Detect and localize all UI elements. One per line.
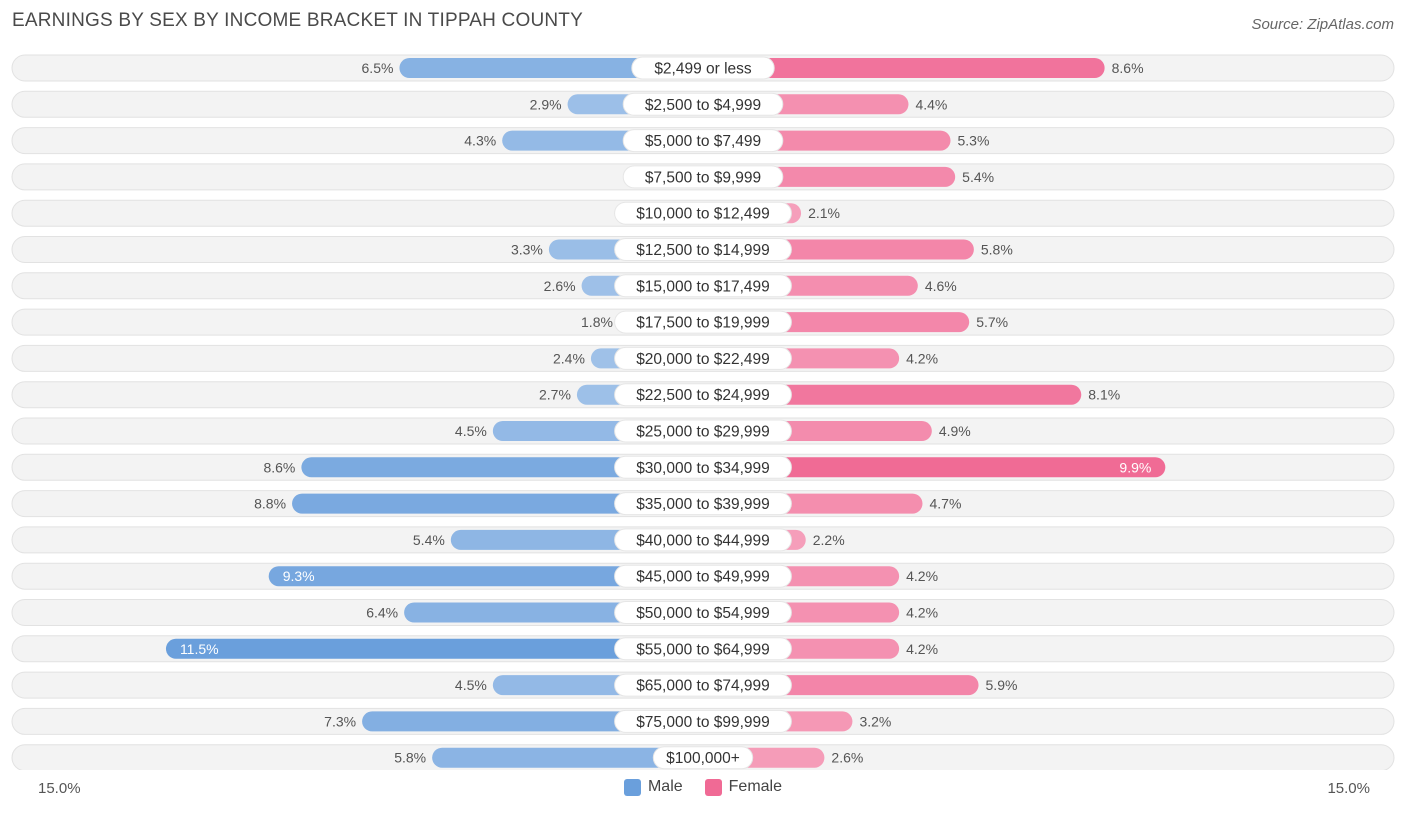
- category-label: $15,000 to $17,499: [636, 278, 770, 295]
- category-label: $7,500 to $9,999: [645, 169, 761, 186]
- male-value-label: 6.5%: [362, 60, 394, 76]
- category-label: $30,000 to $34,999: [636, 460, 770, 477]
- female-value-label: 5.9%: [986, 677, 1018, 693]
- category-label: $10,000 to $12,499: [636, 206, 770, 223]
- legend-swatch-male: [623, 778, 641, 796]
- bar-chart: 6.5% 8.6% $2,499 or less 2.9% 4.4% $2,500 to …: [11, 54, 1395, 770]
- category-label: $12,500 to $14,999: [636, 242, 770, 259]
- male-value-label: 5.4%: [413, 532, 445, 548]
- legend-label-male: Male: [647, 778, 683, 795]
- category-label-pill: [622, 92, 784, 116]
- category-label-pill: [614, 383, 792, 407]
- category-label: $22,500 to $24,999: [636, 387, 770, 404]
- male-value-label: 4.3%: [464, 133, 496, 149]
- category-label: $2,499 or less: [654, 61, 752, 78]
- category-label-pill: [622, 165, 784, 189]
- male-value-label: 4.5%: [455, 677, 487, 693]
- male-value-label: 8.8%: [254, 496, 286, 512]
- female-value-label: 8.1%: [1088, 387, 1120, 403]
- category-label-pill: [614, 238, 792, 261]
- female-value-label: 4.7%: [929, 496, 961, 512]
- female-value-label: 5.7%: [976, 314, 1008, 330]
- category-label: $20,000 to $22,499: [636, 351, 770, 368]
- category-label-pill: [614, 492, 792, 516]
- category-label: $45,000 to $49,999: [636, 569, 770, 586]
- male-value-label: 2.4%: [553, 350, 585, 366]
- male-value-label: 9.3%: [283, 568, 315, 584]
- male-value-label: 7.3%: [324, 713, 356, 729]
- category-label-pill: [614, 310, 792, 334]
- category-label-pill: [622, 129, 784, 153]
- category-label-pill: [614, 274, 792, 298]
- female-value-label: 8.6%: [1112, 60, 1144, 76]
- male-value-label: 8.6%: [263, 459, 295, 475]
- legend-swatch-female: [704, 778, 722, 796]
- category-label: $100,000+: [666, 750, 740, 767]
- category-label: $5,000 to $7,499: [645, 133, 761, 150]
- female-bar: [703, 58, 1105, 78]
- female-value-label: 4.2%: [906, 605, 938, 621]
- category-label-pill: [614, 528, 792, 552]
- category-label-pill: [614, 673, 792, 697]
- category-label-pill: [614, 201, 792, 225]
- male-bar: [399, 58, 703, 78]
- category-label-pill: [614, 709, 792, 733]
- legend-label-female: Female: [728, 778, 783, 795]
- male-value-label: 1.8%: [581, 314, 613, 330]
- male-bar: [432, 747, 703, 768]
- category-label-pill: [631, 56, 775, 80]
- category-label: $75,000 to $99,999: [636, 714, 770, 731]
- female-value-label: 4.2%: [906, 568, 938, 584]
- male-value-label: 3.3%: [511, 242, 543, 258]
- category-label: $2,500 to $4,999: [645, 97, 761, 114]
- legend-item-male: Male: [623, 778, 683, 796]
- female-bar: [703, 457, 1166, 478]
- female-bar: [703, 384, 1082, 405]
- chart-title: EARNINGS BY SEX BY INCOME BRACKET IN TIP…: [12, 10, 583, 31]
- female-value-label: 4.9%: [939, 423, 971, 439]
- male-value-label: 2.9%: [530, 96, 562, 112]
- female-value-label: 5.3%: [958, 133, 990, 149]
- category-label: $17,500 to $19,999: [636, 315, 770, 332]
- male-value-label: 5.8%: [394, 750, 426, 766]
- category-label-pill: [614, 419, 792, 443]
- female-value-label: 3.2%: [859, 713, 891, 729]
- female-value-label: 4.2%: [906, 641, 938, 657]
- male-bar: [268, 566, 703, 587]
- category-label: $55,000 to $64,999: [636, 641, 770, 658]
- category-label: $40,000 to $44,999: [636, 532, 770, 549]
- category-label-pill: [614, 601, 792, 624]
- axis-left-label: 15.0%: [38, 780, 81, 797]
- female-value-label: 2.2%: [813, 532, 845, 548]
- male-value-label: 2.7%: [539, 387, 571, 403]
- female-value-label: 2.6%: [831, 750, 863, 766]
- male-value-label: 11.5%: [180, 641, 219, 657]
- category-label: $65,000 to $74,999: [636, 678, 770, 695]
- category-label: $35,000 to $39,999: [636, 496, 770, 513]
- male-value-label: 4.5%: [455, 423, 487, 439]
- female-value-label: 4.6%: [925, 278, 957, 294]
- female-value-label: 4.2%: [906, 350, 938, 366]
- category-label-pill: [614, 346, 792, 370]
- category-label-pill: [614, 564, 792, 588]
- male-bar: [292, 493, 703, 514]
- category-label-pill: [614, 455, 792, 479]
- male-bar: [165, 638, 703, 659]
- female-value-label: 4.4%: [915, 96, 947, 112]
- male-value-label: 2.6%: [544, 278, 576, 294]
- legend-item-female: Female: [704, 778, 783, 796]
- source-label: Source: ZipAtlas.com: [1251, 16, 1394, 33]
- female-value-label: 5.4%: [962, 169, 994, 185]
- legend: Male Female: [0, 778, 1406, 796]
- male-bar: [301, 457, 703, 478]
- category-label-pill: [652, 746, 754, 770]
- female-value-label: 9.9%: [1119, 459, 1151, 475]
- female-value-label: 5.8%: [981, 242, 1013, 258]
- male-value-label: 6.4%: [366, 605, 398, 621]
- category-label-pill: [614, 637, 792, 661]
- axis-right-label: 15.0%: [1327, 780, 1370, 797]
- female-value-label: 2.1%: [808, 205, 840, 221]
- category-label: $50,000 to $54,999: [636, 605, 770, 622]
- category-label: $25,000 to $29,999: [636, 424, 770, 441]
